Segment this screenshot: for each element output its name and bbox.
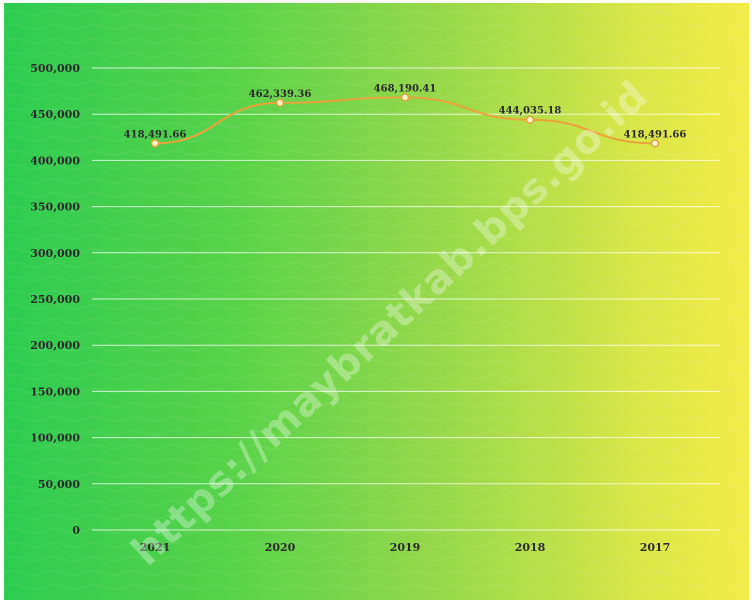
wave-line	[4, 360, 749, 366]
y-tick-label: 200,000	[30, 339, 80, 352]
wave-line	[4, 136, 749, 142]
wave-line	[4, 220, 749, 226]
wave-line	[4, 318, 749, 324]
data-point[interactable]	[525, 115, 535, 124]
data-label: 468,190.41	[374, 83, 437, 94]
wave-line	[4, 290, 749, 296]
wave-line	[4, 66, 749, 72]
gridlines	[92, 67, 720, 531]
wave-line	[4, 584, 749, 590]
wave-line	[4, 52, 749, 58]
wave-line	[4, 514, 749, 520]
y-tick-label: 0	[72, 524, 80, 537]
x-axis: 2021 2020 2019 2018 2017	[140, 541, 671, 554]
wave-line	[4, 346, 749, 352]
y-tick-label: 150,000	[30, 385, 80, 398]
data-label: 444,035.18	[499, 106, 562, 117]
watermark-text: https://maybratkab.bps.go.id	[123, 72, 657, 575]
wave-line	[4, 164, 749, 170]
x-tick-label: 2017	[640, 541, 671, 554]
data-point[interactable]	[650, 139, 660, 148]
wave-line	[4, 430, 749, 436]
wave-line	[4, 262, 749, 268]
line-chart: 0 50,000 100,000 150,000 200,000 250,000 300,0…	[4, 10, 749, 590]
x-tick-label: 2021	[140, 541, 171, 554]
wave-line	[4, 38, 749, 44]
wave-line	[4, 402, 749, 408]
wave-line	[4, 24, 749, 30]
wave-line	[4, 150, 749, 156]
y-tick-label: 500,000	[30, 62, 80, 75]
wave-line	[4, 122, 749, 128]
wave-line	[4, 570, 749, 576]
data-point[interactable]	[150, 139, 160, 148]
wave-line	[4, 500, 749, 506]
wave-line	[4, 556, 749, 562]
y-tick-label: 450,000	[30, 108, 80, 121]
y-axis: 0 50,000 100,000 150,000 200,000 250,000 300,0…	[30, 62, 80, 537]
data-point[interactable]	[400, 93, 410, 102]
data-label: 418,491.66	[624, 129, 687, 140]
wave-line	[4, 416, 749, 422]
wave-line	[4, 304, 749, 310]
y-tick-label: 250,000	[30, 293, 80, 306]
data-label: 418,491.66	[124, 129, 187, 140]
y-tick-label: 350,000	[30, 201, 80, 214]
y-tick-label: 50,000	[38, 478, 80, 491]
wave-line	[4, 108, 749, 114]
wave-line	[4, 444, 749, 450]
x-tick-label: 2019	[390, 541, 421, 554]
wave-line	[4, 10, 749, 16]
wave-line	[4, 80, 749, 86]
series-line-group	[150, 93, 660, 148]
wave-line	[4, 178, 749, 184]
wave-line	[4, 234, 749, 240]
x-tick-label: 2018	[515, 541, 546, 554]
wave-line	[4, 374, 749, 380]
wave-line	[4, 542, 749, 548]
wave-texture	[4, 10, 749, 590]
wave-line	[4, 276, 749, 282]
wave-line	[4, 486, 749, 492]
wave-line	[4, 472, 749, 478]
data-point[interactable]	[275, 98, 285, 108]
wave-line	[4, 206, 749, 212]
data-labels: 418,491.66 462,339.36 468,190.41 444,035.18…	[124, 83, 687, 140]
wave-line	[4, 528, 749, 534]
wave-line	[4, 332, 749, 338]
y-tick-label: 100,000	[30, 432, 80, 445]
wave-line	[4, 192, 749, 198]
wave-line	[4, 458, 749, 464]
y-tick-label: 300,000	[30, 247, 80, 260]
data-label: 462,339.36	[249, 89, 312, 100]
chart-background: 0 50,000 100,000 150,000 200,000 250,000 300,0…	[4, 3, 749, 600]
x-tick-label: 2020	[265, 541, 296, 554]
y-tick-label: 400,000	[30, 154, 80, 167]
